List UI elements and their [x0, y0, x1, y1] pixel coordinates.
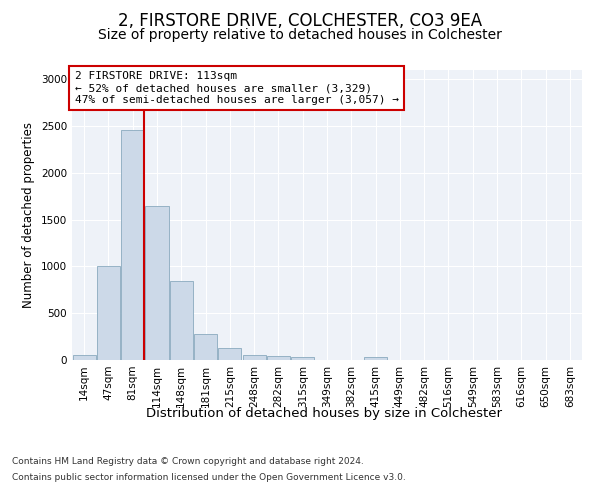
- Text: 2, FIRSTORE DRIVE, COLCHESTER, CO3 9EA: 2, FIRSTORE DRIVE, COLCHESTER, CO3 9EA: [118, 12, 482, 30]
- Bar: [97, 266, 120, 360]
- Y-axis label: Number of detached properties: Number of detached properties: [22, 122, 35, 308]
- Text: Contains public sector information licensed under the Open Government Licence v3: Contains public sector information licen…: [12, 472, 406, 482]
- Bar: [145, 206, 169, 360]
- Bar: [242, 355, 266, 360]
- Bar: [291, 358, 314, 360]
- Bar: [218, 348, 241, 360]
- Bar: [194, 334, 217, 360]
- Text: Size of property relative to detached houses in Colchester: Size of property relative to detached ho…: [98, 28, 502, 42]
- Text: Distribution of detached houses by size in Colchester: Distribution of detached houses by size …: [146, 408, 502, 420]
- Bar: [364, 357, 387, 360]
- Bar: [73, 355, 95, 360]
- Text: Contains HM Land Registry data © Crown copyright and database right 2024.: Contains HM Land Registry data © Crown c…: [12, 458, 364, 466]
- Bar: [121, 130, 144, 360]
- Text: 2 FIRSTORE DRIVE: 113sqm
← 52% of detached houses are smaller (3,329)
47% of sem: 2 FIRSTORE DRIVE: 113sqm ← 52% of detach…: [74, 72, 398, 104]
- Bar: [170, 282, 193, 360]
- Bar: [267, 356, 290, 360]
